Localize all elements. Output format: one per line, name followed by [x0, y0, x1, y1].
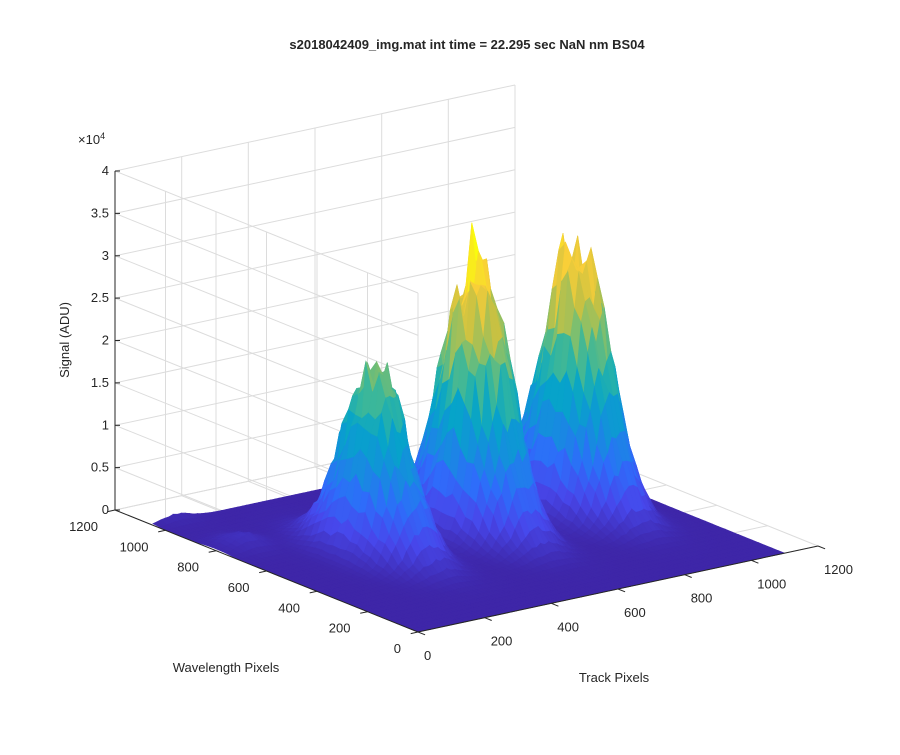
z-tick-label: 1.5	[91, 375, 109, 390]
z-tick-label: 3	[102, 248, 109, 263]
z-tick-label: 4	[102, 163, 109, 178]
wall-left-grid-h	[114, 212, 419, 336]
x-tick-label: 400	[557, 619, 579, 634]
x-tick-mark	[817, 545, 826, 550]
y-tick-label: 200	[329, 621, 351, 636]
x-tick-mark	[751, 559, 759, 564]
wall-right-grid-h	[114, 211, 516, 299]
z-exponent: ×104	[78, 131, 105, 147]
wall-right-grid-h	[114, 84, 516, 172]
x-tick-label: 600	[624, 605, 646, 620]
z-axis-label: Signal (ADU)	[57, 302, 72, 378]
x-axis-label: Track Pixels	[579, 670, 650, 685]
wall-left-grid-h	[114, 170, 419, 294]
y-tick-label: 600	[228, 580, 250, 595]
x-tick-mark	[684, 574, 692, 578]
y-tick-mark	[259, 570, 267, 574]
x-tick-label: 1200	[824, 562, 853, 577]
z-tick-label: 2	[102, 333, 109, 348]
chart-title: s2018042409_img.mat int time = 22.295 se…	[289, 37, 645, 52]
z-tick-label: 2.5	[91, 290, 109, 305]
x-tick-label: 200	[491, 634, 513, 649]
z-tick-label: 0	[102, 502, 109, 517]
z-tick-label: 0.5	[91, 460, 109, 475]
surface-layer	[152, 222, 786, 633]
wall-right-grid-h	[114, 254, 516, 341]
y-tick-label: 1000	[120, 539, 149, 554]
x-tick-label: 0	[424, 648, 431, 663]
y-tick-mark	[208, 550, 217, 553]
y-tick-mark	[360, 611, 368, 614]
x-tick-mark	[484, 617, 492, 621]
wall-right-grid-h	[114, 169, 516, 257]
y-tick-label: 0	[394, 641, 401, 656]
wall-right-grid-h	[114, 126, 516, 214]
wall-left-grid-h	[114, 255, 419, 379]
y-axis-label: Wavelength Pixels	[173, 660, 280, 675]
y-tick-mark	[309, 590, 318, 594]
x-tick-mark	[417, 631, 426, 636]
y-tick-label: 400	[278, 600, 300, 615]
wall-right-grid-h	[114, 296, 516, 384]
z-tick-label: 1	[102, 417, 109, 432]
x-tick-label: 1000	[757, 576, 786, 591]
y-tick-mark	[107, 509, 116, 513]
x-tick-mark	[551, 602, 559, 607]
y-tick-mark	[410, 631, 419, 635]
x-tick-label: 800	[691, 591, 713, 606]
z-tick-label: 3.5	[91, 205, 109, 220]
tick-layer: 0200400600800100012000200400600800100012…	[69, 163, 853, 663]
y-tick-label: 1200	[69, 519, 98, 534]
y-tick-mark	[158, 529, 166, 533]
x-tick-mark	[617, 588, 626, 593]
y-tick-label: 800	[177, 560, 199, 575]
